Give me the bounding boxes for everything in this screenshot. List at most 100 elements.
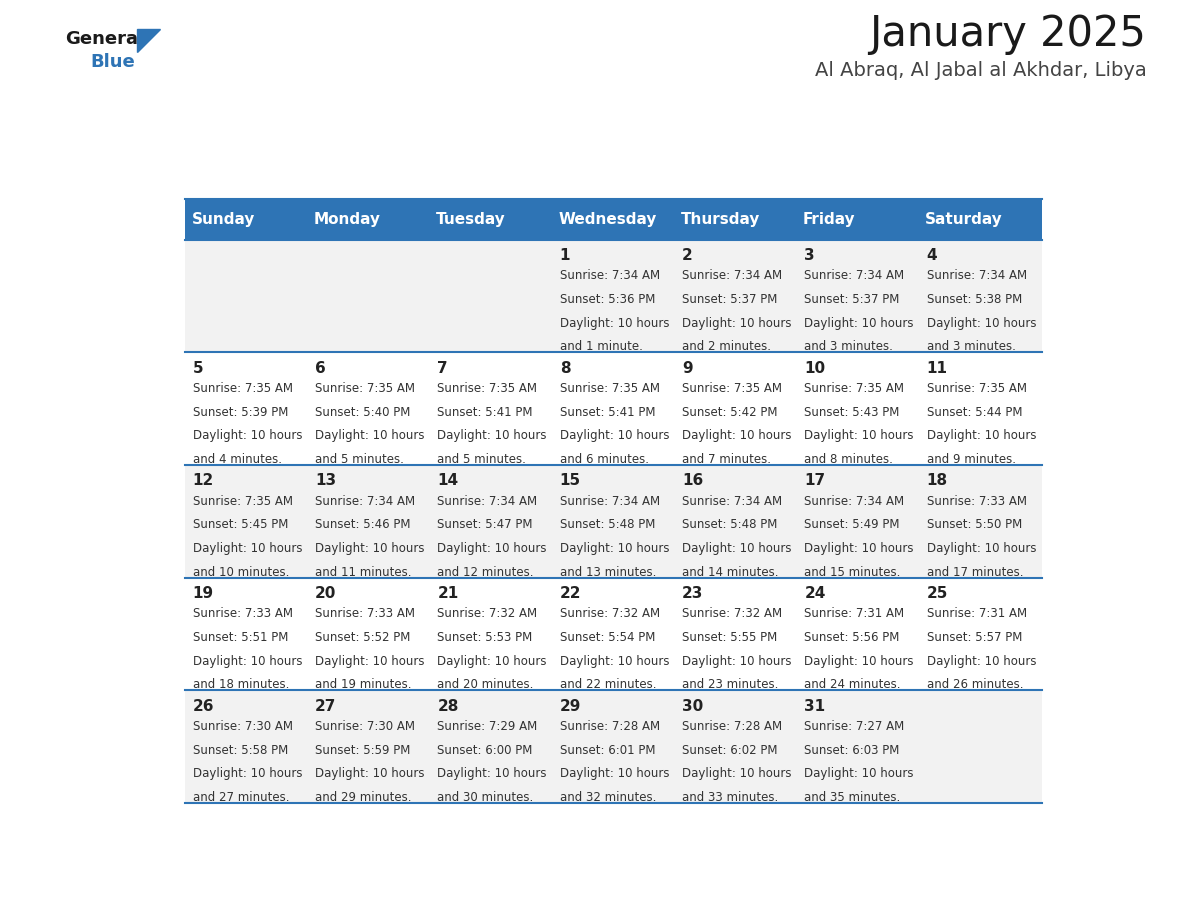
Text: and 14 minutes.: and 14 minutes. [682, 565, 778, 578]
Text: Sunrise: 7:35 AM: Sunrise: 7:35 AM [927, 382, 1026, 395]
Text: 29: 29 [560, 699, 581, 713]
Text: 6: 6 [315, 361, 326, 375]
Text: 21: 21 [437, 586, 459, 601]
Text: 16: 16 [682, 474, 703, 488]
Text: and 3 minutes.: and 3 minutes. [804, 341, 893, 353]
Text: and 26 minutes.: and 26 minutes. [927, 678, 1023, 691]
Text: Sunrise: 7:34 AM: Sunrise: 7:34 AM [682, 269, 782, 282]
Text: and 24 minutes.: and 24 minutes. [804, 678, 901, 691]
Text: January 2025: January 2025 [870, 13, 1146, 55]
Text: Daylight: 10 hours: Daylight: 10 hours [682, 542, 791, 554]
Text: 26: 26 [192, 699, 214, 713]
Text: and 20 minutes.: and 20 minutes. [437, 678, 533, 691]
Text: Sunset: 5:58 PM: Sunset: 5:58 PM [192, 744, 287, 756]
Text: Daylight: 10 hours: Daylight: 10 hours [560, 767, 669, 780]
Text: Sunrise: 7:34 AM: Sunrise: 7:34 AM [560, 269, 659, 282]
Text: 23: 23 [682, 586, 703, 601]
Text: Sunset: 5:48 PM: Sunset: 5:48 PM [682, 519, 777, 532]
Text: Blue: Blue [90, 52, 135, 71]
Text: Sunrise: 7:29 AM: Sunrise: 7:29 AM [437, 720, 537, 733]
Text: General: General [65, 30, 145, 49]
Text: Daylight: 10 hours: Daylight: 10 hours [437, 430, 546, 442]
Text: Daylight: 10 hours: Daylight: 10 hours [682, 767, 791, 780]
Text: Daylight: 10 hours: Daylight: 10 hours [560, 430, 669, 442]
Text: and 6 minutes.: and 6 minutes. [560, 453, 649, 465]
Text: 19: 19 [192, 586, 214, 601]
Text: Sunset: 5:36 PM: Sunset: 5:36 PM [560, 293, 655, 306]
Text: Sunrise: 7:35 AM: Sunrise: 7:35 AM [682, 382, 782, 395]
Text: Sunrise: 7:34 AM: Sunrise: 7:34 AM [315, 495, 415, 508]
Text: Sunrise: 7:34 AM: Sunrise: 7:34 AM [804, 269, 904, 282]
Text: and 27 minutes.: and 27 minutes. [192, 791, 289, 804]
Text: Sunset: 5:44 PM: Sunset: 5:44 PM [927, 406, 1022, 419]
Text: Tuesday: Tuesday [436, 211, 506, 227]
Text: and 29 minutes.: and 29 minutes. [315, 791, 411, 804]
Text: Sunrise: 7:31 AM: Sunrise: 7:31 AM [804, 607, 904, 621]
Text: Sunset: 5:51 PM: Sunset: 5:51 PM [192, 631, 287, 644]
Text: and 7 minutes.: and 7 minutes. [682, 453, 771, 465]
Text: Daylight: 10 hours: Daylight: 10 hours [192, 767, 302, 780]
Text: Sunset: 5:48 PM: Sunset: 5:48 PM [560, 519, 655, 532]
Text: Daylight: 10 hours: Daylight: 10 hours [560, 542, 669, 554]
Text: Sunrise: 7:34 AM: Sunrise: 7:34 AM [682, 495, 782, 508]
Text: Sunset: 5:54 PM: Sunset: 5:54 PM [560, 631, 655, 644]
Text: Sunset: 5:41 PM: Sunset: 5:41 PM [437, 406, 532, 419]
Text: Saturday: Saturday [925, 211, 1003, 227]
Text: 12: 12 [192, 474, 214, 488]
Text: 5: 5 [192, 361, 203, 375]
Text: Daylight: 10 hours: Daylight: 10 hours [804, 767, 914, 780]
Text: 22: 22 [560, 586, 581, 601]
Text: Daylight: 10 hours: Daylight: 10 hours [437, 767, 546, 780]
Text: Sunset: 5:42 PM: Sunset: 5:42 PM [682, 406, 777, 419]
Text: Sunrise: 7:34 AM: Sunrise: 7:34 AM [560, 495, 659, 508]
Text: Daylight: 10 hours: Daylight: 10 hours [192, 542, 302, 554]
Text: and 30 minutes.: and 30 minutes. [437, 791, 533, 804]
Text: and 9 minutes.: and 9 minutes. [927, 453, 1016, 465]
Text: Daylight: 10 hours: Daylight: 10 hours [315, 655, 424, 667]
Text: Sunrise: 7:35 AM: Sunrise: 7:35 AM [560, 382, 659, 395]
Text: Thursday: Thursday [681, 211, 760, 227]
Text: 11: 11 [927, 361, 948, 375]
Text: Sunrise: 7:33 AM: Sunrise: 7:33 AM [192, 607, 292, 621]
Bar [185, 577, 1042, 690]
Text: and 22 minutes.: and 22 minutes. [560, 678, 656, 691]
Bar [185, 353, 1042, 465]
Text: 2: 2 [682, 248, 693, 263]
Text: Daylight: 10 hours: Daylight: 10 hours [315, 430, 424, 442]
Text: Sunrise: 7:33 AM: Sunrise: 7:33 AM [315, 607, 415, 621]
Text: Sunrise: 7:35 AM: Sunrise: 7:35 AM [315, 382, 415, 395]
Text: and 8 minutes.: and 8 minutes. [804, 453, 893, 465]
Text: Sunrise: 7:28 AM: Sunrise: 7:28 AM [682, 720, 782, 733]
Text: Sunrise: 7:34 AM: Sunrise: 7:34 AM [437, 495, 537, 508]
Text: Sunrise: 7:32 AM: Sunrise: 7:32 AM [560, 607, 659, 621]
Text: and 23 minutes.: and 23 minutes. [682, 678, 778, 691]
Text: Sunrise: 7:27 AM: Sunrise: 7:27 AM [804, 720, 904, 733]
Text: Sunset: 5:52 PM: Sunset: 5:52 PM [315, 631, 410, 644]
Text: and 15 minutes.: and 15 minutes. [804, 565, 901, 578]
Text: Sunrise: 7:30 AM: Sunrise: 7:30 AM [192, 720, 292, 733]
Text: 9: 9 [682, 361, 693, 375]
Text: Sunset: 5:45 PM: Sunset: 5:45 PM [192, 519, 287, 532]
Text: and 19 minutes.: and 19 minutes. [315, 678, 411, 691]
Text: Sunset: 5:47 PM: Sunset: 5:47 PM [437, 519, 532, 532]
Text: Daylight: 10 hours: Daylight: 10 hours [192, 430, 302, 442]
Text: Sunset: 6:01 PM: Sunset: 6:01 PM [560, 744, 655, 756]
Text: Daylight: 10 hours: Daylight: 10 hours [682, 655, 791, 667]
Text: Sunrise: 7:32 AM: Sunrise: 7:32 AM [682, 607, 782, 621]
Bar [185, 465, 1042, 577]
Text: Sunset: 5:57 PM: Sunset: 5:57 PM [927, 631, 1022, 644]
Text: 10: 10 [804, 361, 826, 375]
Text: 17: 17 [804, 474, 826, 488]
Text: 31: 31 [804, 699, 826, 713]
Text: Sunday: Sunday [191, 211, 254, 227]
Text: Sunset: 5:55 PM: Sunset: 5:55 PM [682, 631, 777, 644]
Text: 28: 28 [437, 699, 459, 713]
Text: 1: 1 [560, 248, 570, 263]
Text: Sunset: 5:50 PM: Sunset: 5:50 PM [927, 519, 1022, 532]
Text: 13: 13 [315, 474, 336, 488]
Text: Sunset: 6:02 PM: Sunset: 6:02 PM [682, 744, 777, 756]
Text: Sunrise: 7:35 AM: Sunrise: 7:35 AM [192, 495, 292, 508]
Bar [185, 690, 1042, 803]
Text: Daylight: 10 hours: Daylight: 10 hours [804, 430, 914, 442]
Text: and 35 minutes.: and 35 minutes. [804, 791, 901, 804]
